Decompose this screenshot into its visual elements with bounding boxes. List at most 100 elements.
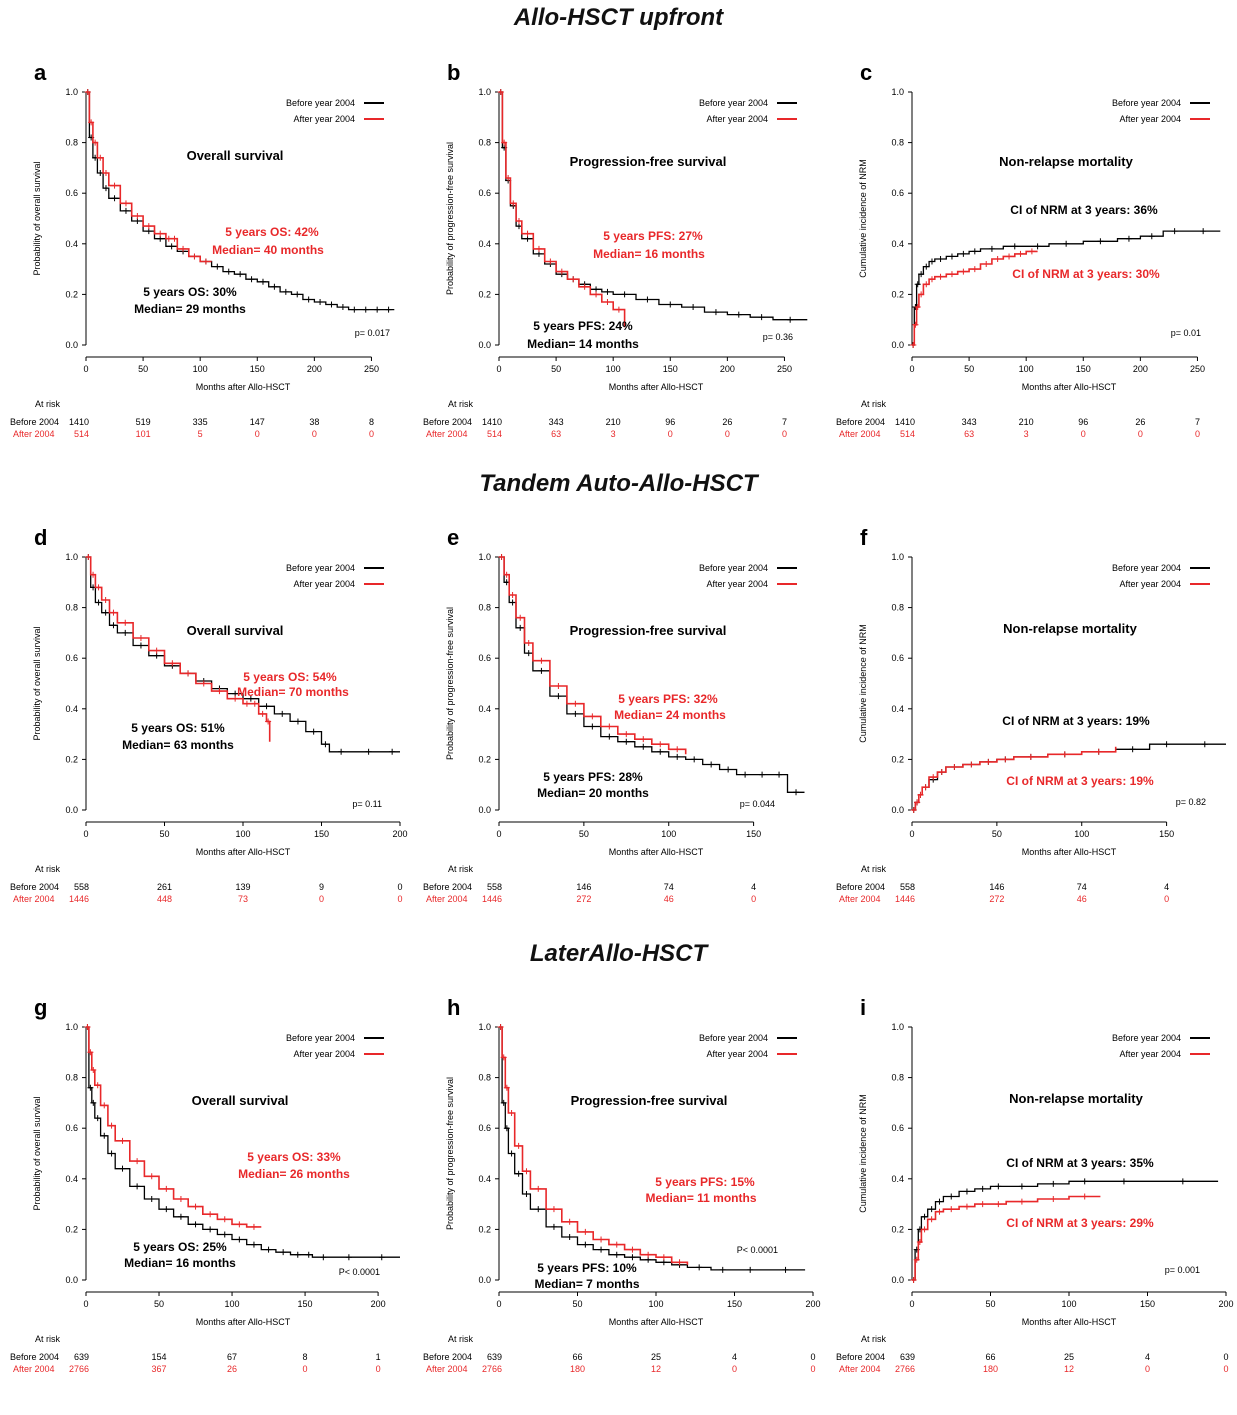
censor-mark — [345, 1254, 352, 1261]
censor-marks-after — [498, 554, 681, 753]
censor-mark — [148, 1196, 155, 1203]
at-risk-before-value: 7 — [782, 417, 787, 427]
annotation-after-line1: 5 years OS: 42% — [225, 225, 319, 239]
censor-mark — [523, 1190, 530, 1197]
at-risk-title: At risk — [861, 864, 887, 874]
censor-mark — [1201, 741, 1208, 748]
censor-mark — [918, 291, 925, 298]
x-tick-label: 150 — [314, 829, 329, 839]
censor-mark — [572, 710, 579, 717]
x-tick-label: 0 — [909, 364, 914, 374]
censor-mark — [735, 311, 742, 318]
censor-mark — [294, 291, 301, 298]
censor-mark — [122, 207, 129, 214]
y-tick-label: 0.0 — [891, 805, 904, 815]
censor-mark — [137, 634, 144, 641]
at-risk-before-label: Before 2004 — [836, 417, 885, 427]
y-tick-label: 0.0 — [65, 340, 78, 350]
x-tick-label: 250 — [1190, 364, 1205, 374]
x-tick-label: 200 — [805, 1299, 820, 1309]
censor-mark — [1120, 1178, 1127, 1185]
censor-mark — [157, 230, 164, 237]
x-tick-label: 100 — [235, 829, 250, 839]
censor-mark — [1163, 741, 1170, 748]
censor-mark — [122, 629, 129, 636]
at-risk-title: At risk — [861, 399, 887, 409]
y-tick-label: 0.2 — [478, 754, 491, 764]
at-risk-before-value: 4 — [751, 882, 756, 892]
censor-mark — [221, 1216, 228, 1223]
at-risk-after-label: After 2004 — [839, 429, 881, 439]
censor-mark — [338, 748, 345, 755]
x-tick-label: 150 — [250, 364, 265, 374]
censor-mark — [621, 291, 628, 298]
censor-mark — [515, 218, 522, 225]
at-risk-after-label: After 2004 — [13, 894, 55, 904]
censor-mark — [674, 753, 681, 760]
y-tick-label: 0.0 — [65, 805, 78, 815]
at-risk-before-value: 4 — [1164, 882, 1169, 892]
at-risk-before-value: 38 — [309, 417, 319, 427]
y-axis-title: Probability of overall survival — [32, 1096, 42, 1210]
x-tick-label: 100 — [225, 1299, 240, 1309]
censor-mark — [90, 1067, 97, 1074]
censor-mark — [328, 301, 335, 308]
censor-mark — [759, 771, 766, 778]
censor-mark — [644, 296, 651, 303]
x-tick-label: 100 — [1019, 364, 1034, 374]
censor-mark — [623, 738, 630, 745]
legend-after-label: After year 2004 — [706, 114, 768, 124]
censor-mark — [207, 1226, 214, 1233]
censor-mark — [570, 276, 577, 283]
censor-mark — [747, 1266, 754, 1273]
legend-after-label: After year 2004 — [293, 1049, 355, 1059]
legend-before-label: Before year 2004 — [1112, 563, 1181, 573]
at-risk-before-value: 343 — [549, 417, 564, 427]
censor-mark — [134, 212, 141, 219]
censor-mark — [558, 268, 565, 275]
series-before-2004-line — [499, 556, 805, 793]
censor-mark — [221, 1231, 228, 1238]
censor-mark — [979, 1185, 986, 1192]
x-axis-title: Months after Allo-HSCT — [196, 847, 291, 857]
series-after-2004-line — [912, 250, 1038, 346]
y-tick-label: 0.6 — [478, 188, 491, 198]
censor-mark — [623, 731, 630, 738]
y-tick-label: 0.0 — [891, 1275, 904, 1285]
x-tick-label: 0 — [496, 1299, 501, 1309]
censor-mark — [1125, 235, 1132, 242]
x-tick-label: 50 — [964, 364, 974, 374]
at-risk-before-label: Before 2004 — [836, 1352, 885, 1362]
at-risk-before-label: Before 2004 — [423, 882, 472, 892]
at-risk-after-value: 0 — [751, 894, 756, 904]
x-tick-label: 150 — [298, 1299, 313, 1309]
legend-after-label: After year 2004 — [1119, 579, 1181, 589]
annotation-before-line1: 5 years OS: 25% — [133, 1240, 227, 1254]
censor-mark — [508, 1150, 515, 1157]
at-risk-before-value: 0 — [1223, 1352, 1228, 1362]
censor-mark — [280, 1249, 287, 1256]
at-risk-after-value: 180 — [983, 1364, 998, 1374]
censor-mark — [782, 1266, 789, 1273]
censor-mark — [604, 298, 611, 305]
censor-mark — [917, 791, 924, 798]
annotation-before-line2: Median= 20 months — [537, 786, 649, 800]
censor-mark — [995, 1183, 1002, 1190]
censor-mark — [674, 746, 681, 753]
y-tick-label: 0.2 — [478, 1224, 491, 1234]
y-tick-label: 0.6 — [65, 1123, 78, 1133]
x-tick-label: 200 — [1133, 364, 1148, 374]
x-tick-label: 100 — [1061, 1299, 1076, 1309]
at-risk-title: At risk — [861, 1334, 887, 1344]
p-value: P< 0.0001 — [339, 1267, 380, 1277]
km-chart-a: a0.00.20.40.60.81.00 50 100 150 200 250Months… — [10, 60, 395, 439]
km-chart-e: e 0.0 0.2 0.4 0.6 0.8 1.0 0 50 100 150 Months after… — [423, 525, 805, 904]
censor-mark — [921, 1226, 928, 1233]
at-risk-before-value: 261 — [157, 882, 172, 892]
censor-mark — [94, 1115, 101, 1122]
censor-mark — [165, 235, 172, 242]
censor-mark — [994, 255, 1001, 262]
at-risk-title: At risk — [35, 1334, 61, 1344]
y-tick-label: 0.6 — [478, 1123, 491, 1133]
censor-mark — [279, 710, 286, 717]
